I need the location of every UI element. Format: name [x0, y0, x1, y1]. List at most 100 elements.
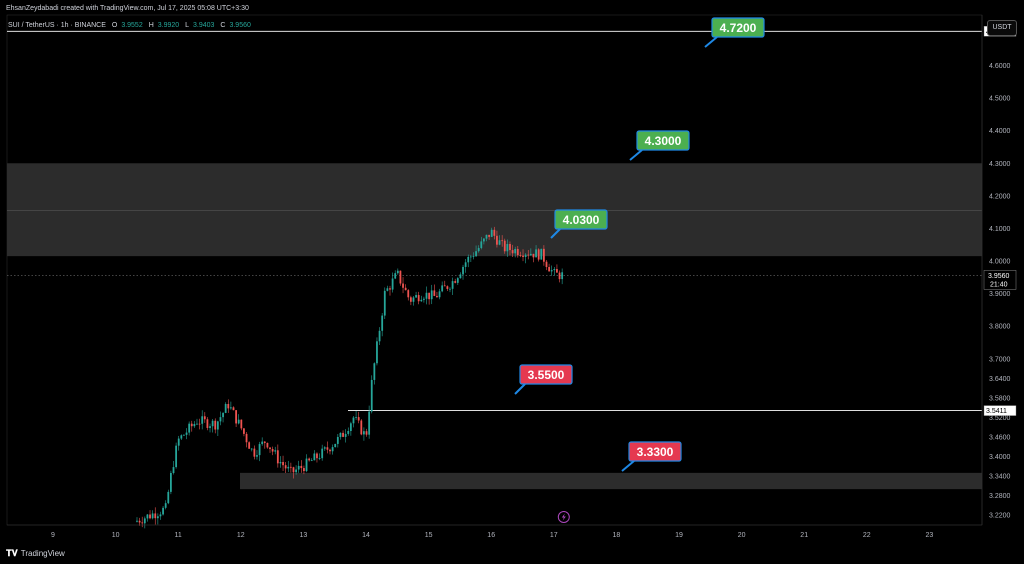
tradingview-logo-icon: 𝐓𝐕 — [6, 548, 18, 558]
callout-pointer — [514, 383, 526, 395]
candle-body — [235, 410, 238, 424]
candle — [357, 411, 360, 424]
candle-body — [540, 248, 543, 260]
candle — [368, 405, 371, 439]
candle — [214, 418, 217, 434]
candle — [363, 427, 365, 441]
candle — [344, 429, 347, 443]
candle-body — [321, 448, 324, 459]
y-tick-label: 4.3000 — [989, 161, 1011, 168]
candle — [561, 268, 564, 285]
candle — [256, 450, 258, 460]
symbol-name[interactable]: SUI / TetherUS · 1h · BINANCE — [8, 22, 106, 29]
candle — [313, 450, 316, 461]
candle — [542, 245, 545, 266]
candle-body — [219, 417, 222, 422]
candle-body — [167, 491, 170, 504]
candle — [316, 452, 318, 463]
candle — [196, 418, 198, 425]
candle-body — [300, 465, 303, 469]
candle-body — [193, 423, 196, 427]
price-label-red[interactable]: 3.3300 — [621, 441, 682, 472]
candle-body — [535, 249, 537, 258]
candle-body — [313, 453, 316, 461]
candle-body — [462, 266, 464, 275]
callout-text: 4.0300 — [563, 213, 600, 227]
currency-button[interactable]: USDT — [987, 20, 1017, 36]
candle — [550, 265, 553, 276]
candle-body — [180, 435, 183, 439]
candle-body — [454, 281, 457, 283]
price-label-green[interactable]: 4.3000 — [629, 130, 690, 161]
candle-body — [373, 363, 376, 380]
candle-body — [469, 256, 472, 258]
candle-body — [402, 283, 404, 288]
candle-body — [514, 248, 517, 254]
x-tick-label: 15 — [425, 532, 433, 539]
y-tick-label: 3.8000 — [989, 324, 1011, 331]
footer-brand[interactable]: 𝐓𝐕 TradingView — [6, 548, 65, 559]
candle — [433, 284, 436, 297]
candle-body — [159, 514, 162, 517]
candle — [472, 252, 475, 260]
x-tick-label: 23 — [926, 532, 934, 539]
price-label-green[interactable]: 4.7200 — [704, 17, 765, 48]
candle — [198, 418, 201, 430]
candle — [321, 444, 324, 461]
candle-body — [503, 240, 506, 252]
price-label-green[interactable]: 4.0300 — [550, 209, 608, 239]
candle-body — [149, 514, 151, 519]
candle — [243, 427, 245, 437]
candle-body — [490, 229, 493, 237]
candle-body — [459, 274, 462, 279]
candle-body — [156, 516, 159, 519]
candle-body — [292, 467, 295, 473]
candle-body — [237, 419, 240, 424]
candle-body — [190, 423, 193, 427]
candle-body — [229, 407, 232, 409]
candle-body — [344, 433, 347, 437]
lightning-icon[interactable] — [557, 511, 570, 523]
candle-body — [407, 290, 410, 298]
candle — [548, 263, 551, 272]
ohlc-low-value: 3.9403 — [193, 22, 215, 29]
lightning-glyph — [561, 513, 566, 521]
author-line: EhsanZeydabadi created with TradingView.… — [6, 5, 249, 12]
price-zone[interactable] — [7, 163, 982, 257]
candle-body — [331, 447, 334, 452]
x-tick-label: 16 — [487, 532, 495, 539]
y-tick-label: 3.6400 — [989, 376, 1011, 383]
candle-body — [524, 254, 527, 258]
candle — [323, 446, 326, 451]
candle-body — [451, 281, 454, 289]
y-tick-label: 3.3400 — [989, 474, 1011, 481]
candle-body — [498, 240, 501, 245]
price-zone[interactable] — [240, 472, 982, 490]
candle-body — [143, 518, 146, 524]
candle — [240, 419, 243, 431]
candle — [167, 489, 170, 505]
candle — [237, 414, 240, 425]
candle-body — [253, 448, 256, 457]
candle-body — [506, 244, 509, 252]
candle — [154, 507, 157, 525]
candle — [206, 417, 209, 431]
y-tick-label: 3.2200 — [989, 513, 1011, 520]
candle-body — [336, 436, 339, 444]
candle — [253, 445, 256, 460]
candle-body — [169, 473, 172, 492]
candle — [138, 517, 141, 526]
candle-body — [394, 273, 397, 279]
callout-box — [554, 209, 608, 230]
callout-pointer — [629, 149, 643, 161]
candle — [193, 421, 196, 428]
price-label-red[interactable]: 3.5500 — [514, 364, 573, 395]
candle-body — [381, 315, 384, 331]
candle — [209, 423, 211, 433]
candle — [143, 516, 146, 529]
ohlc-close-value: 3.9560 — [229, 22, 251, 29]
callout-box — [636, 130, 690, 151]
candle — [480, 236, 483, 250]
candle — [540, 248, 543, 260]
